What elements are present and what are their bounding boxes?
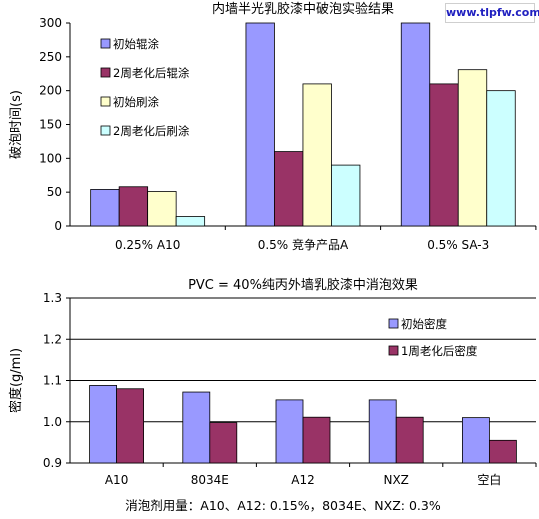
chart1-y-tick-label: 200 [39, 84, 62, 98]
chart1-x-tick-label: 0.5% SA-3 [427, 238, 489, 252]
chart1-legend-label: 初始辊涂 [113, 37, 159, 51]
chart1-legend-swatch [100, 96, 111, 107]
chart1-bar [274, 151, 304, 227]
chart1-y-tick-label: 50 [47, 185, 62, 199]
chart1-bar [118, 186, 149, 227]
chart1-y-tick-label: 0 [54, 219, 62, 233]
chart1-bar [302, 83, 332, 227]
chart2-bar [302, 416, 331, 464]
chart2-x-axis-label: 消泡剂用量：A10、A12: 0.15%，8034E、NXZ: 0.3% [125, 498, 441, 513]
chart1-legend-swatch [100, 125, 111, 136]
chart2-bar [461, 417, 490, 464]
chart1-bar [245, 22, 275, 227]
chart2-legend-swatch [388, 318, 399, 329]
chart1-legend-label: 2周老化后刷涂 [113, 124, 190, 138]
chart1-x-tick-label: 0.25% A10 [115, 238, 180, 252]
chart2-bar [275, 399, 304, 464]
chart2-bar [395, 416, 424, 464]
chart1-x-tick-label: 0.5% 竞争产品A [258, 238, 349, 252]
chart2-legend-label: 1周老化后密度 [401, 344, 478, 358]
chart2-bar [116, 388, 144, 464]
chart2-y-tick-label: 1.2 [43, 332, 62, 346]
chart2-x-tick-label: NXZ [383, 473, 408, 487]
chart2-bar [89, 385, 117, 464]
chart2-x-tick-label: A10 [105, 473, 128, 487]
chart2-legend-label: 初始密度 [401, 317, 447, 331]
chart1-legend-swatch [100, 67, 111, 78]
chart1-legend-label: 2周老化后辊涂 [113, 66, 190, 80]
chart2-y-axis-label: 密度(g/ml) [8, 348, 24, 413]
chart1-bar [486, 90, 516, 227]
chart2-y-tick-label: 1.1 [43, 374, 62, 388]
chart1-legend-label: 初始刷涂 [113, 95, 159, 109]
chart1-bar [147, 191, 177, 227]
chart1-bar [175, 216, 206, 227]
chart1-title: 内墙半光乳胶漆中破泡实验结果 [212, 1, 394, 17]
chart1-y-tick-label: 250 [39, 50, 62, 64]
chart2-x-tick-label: 8034E [191, 473, 229, 487]
chart2-y-tick-label: 1.3 [43, 291, 62, 305]
chart2-bar [182, 391, 211, 464]
chart2-bar [368, 399, 397, 464]
chart1-bar [90, 189, 120, 227]
chart1-bar [457, 69, 488, 227]
chart1-y-tick-label: 100 [39, 151, 62, 165]
chart2-title: PVC = 40%纯丙外墙乳胶漆中消泡效果 [188, 277, 418, 293]
chart2-x-tick-label: A12 [291, 473, 314, 487]
chart2-legend-swatch [388, 345, 399, 356]
chart1-bar [400, 22, 431, 227]
chart1-y-tick-label: 300 [39, 16, 62, 30]
chart1-bar [331, 164, 361, 227]
chart2-y-tick-label: 0.9 [43, 456, 62, 470]
chart1-y-axis-label: 破泡时间(s) [9, 90, 24, 159]
chart1-bar [429, 83, 459, 227]
chart2-bar [209, 422, 238, 464]
chart1-y-tick-label: 150 [39, 118, 62, 132]
chart1-legend-swatch [100, 38, 111, 49]
watermark-logo: www.tlpfw.com [445, 3, 539, 23]
chart2-x-tick-label: 空白 [477, 472, 501, 487]
chart2-y-tick-label: 1.0 [43, 415, 62, 429]
chart2-bar [488, 439, 517, 464]
